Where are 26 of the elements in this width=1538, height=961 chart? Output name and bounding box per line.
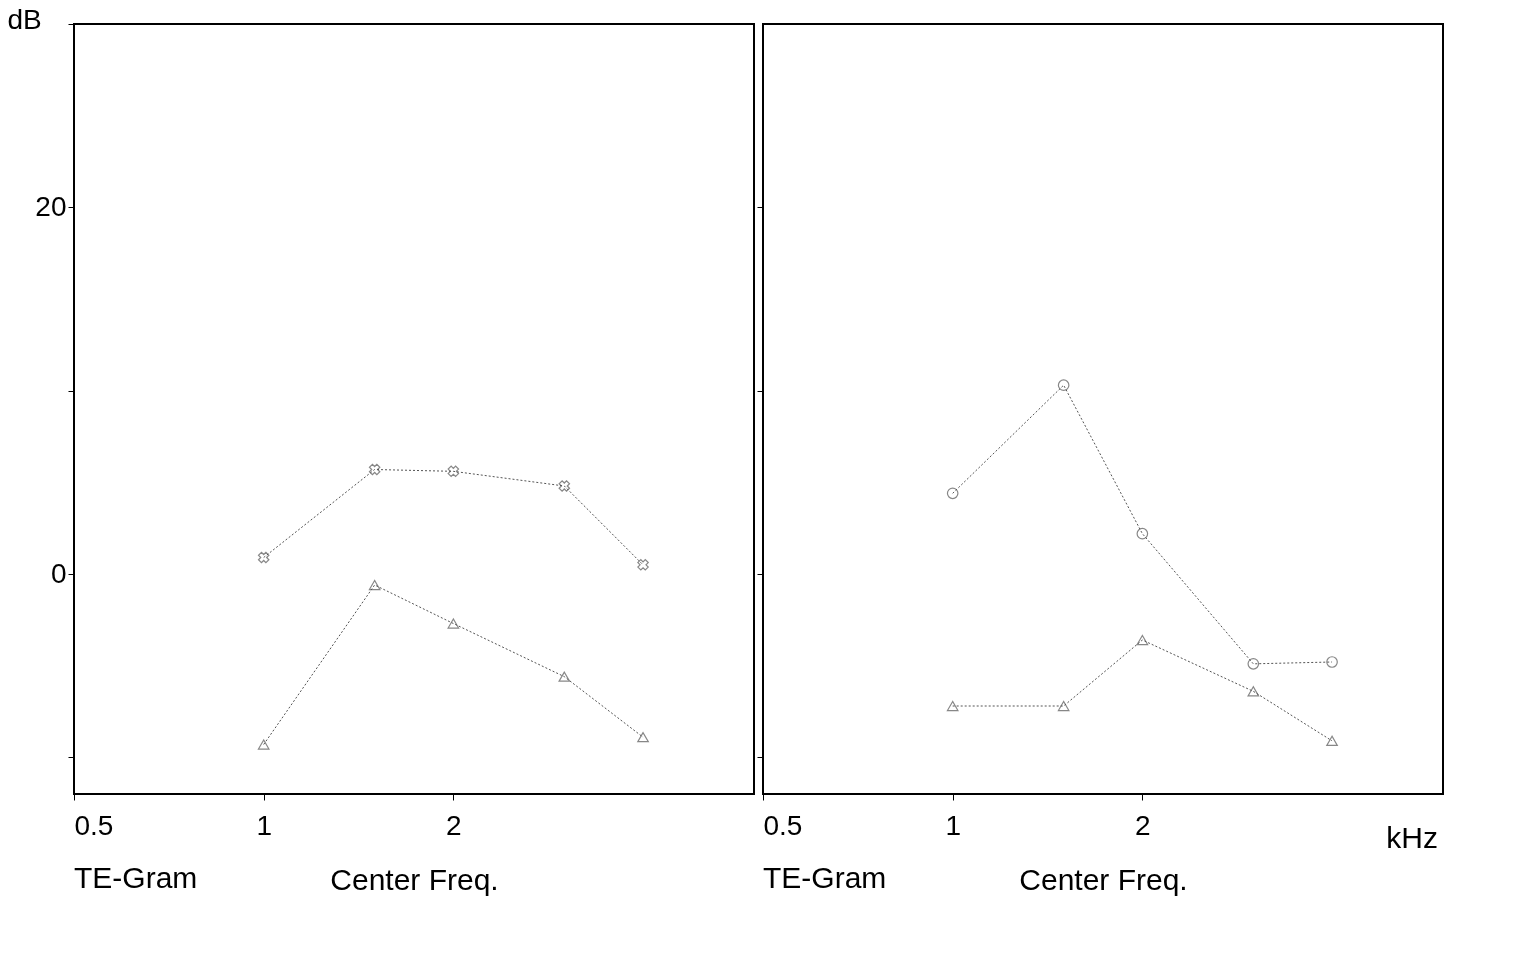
point bbox=[257, 551, 270, 564]
point bbox=[1136, 527, 1149, 540]
point bbox=[637, 559, 649, 571]
point bbox=[1326, 735, 1338, 746]
point bbox=[1326, 656, 1338, 668]
x-tick-label: 1 bbox=[945, 809, 961, 841]
x-tick-label: 1 bbox=[256, 809, 272, 841]
x-tick-label: 2 bbox=[446, 809, 462, 841]
text: TE-Gram bbox=[763, 861, 887, 894]
point bbox=[447, 465, 460, 478]
x-axis-title: Center Freq. bbox=[1019, 862, 1188, 896]
y-tick-label: 20 bbox=[35, 190, 67, 222]
x-tick-label: 2 bbox=[1135, 809, 1151, 841]
point bbox=[946, 487, 959, 500]
x-tick-label: 0.5 bbox=[763, 809, 803, 841]
point bbox=[637, 732, 649, 743]
x-axis-title: Center Freq. bbox=[330, 862, 499, 896]
x-tick-label: 0.5 bbox=[74, 809, 114, 841]
text: TE-Gram bbox=[74, 861, 198, 894]
y-tick-label: 0 bbox=[50, 557, 67, 589]
point bbox=[946, 700, 959, 712]
point bbox=[257, 739, 270, 750]
text: kHz bbox=[1386, 821, 1438, 854]
y-axis-title: dB bbox=[7, 3, 42, 35]
point bbox=[1136, 634, 1149, 646]
point bbox=[447, 618, 460, 629]
